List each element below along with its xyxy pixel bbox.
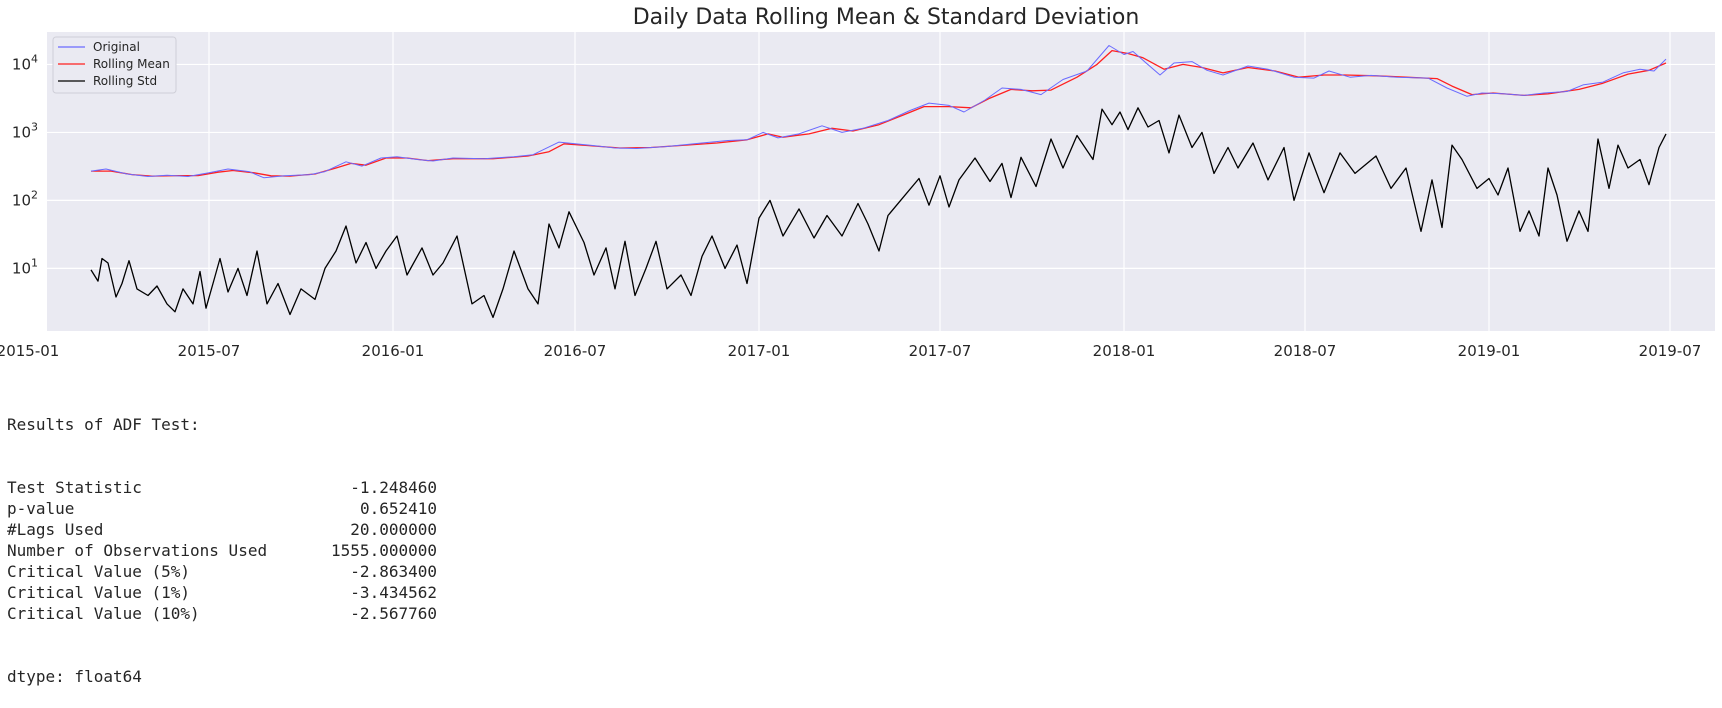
adf-row: p-value 0.652410: [7, 498, 437, 519]
y-tick-label: 102: [12, 188, 38, 209]
series-line-original: [90, 45, 1667, 179]
y-tick-label: 104: [12, 52, 38, 73]
x-tick-label: 2019-01: [1458, 342, 1521, 360]
x-tick-label: 2017-07: [909, 342, 972, 360]
adf-row-label: Number of Observations Used: [7, 541, 268, 560]
adf-row-label: #Lags Used: [7, 520, 104, 539]
legend-label: Original: [93, 40, 140, 54]
adf-row-value: 20.000000: [350, 520, 437, 539]
adf-row: Test Statistic -1.248460: [7, 477, 437, 498]
legend-label: Rolling Mean: [93, 57, 170, 71]
legend-box: [52, 36, 177, 94]
adf-row: Critical Value (1%) -3.434562: [7, 582, 437, 603]
adf-row: #Lags Used 20.000000: [7, 519, 437, 540]
axis-ticks: 2015-01 2015-07 2016-01 2016-07 2017-01 2017-…: [0, 52, 1701, 360]
plot-area: [47, 32, 1715, 331]
adf-rows: Test Statistic -1.248460 p-value 0.652410 #L…: [7, 477, 437, 624]
adf-row-value: 0.652410: [359, 499, 437, 518]
y-tick-label: 103: [12, 120, 38, 141]
adf-row: Number of Observations Used 1555.000000: [7, 540, 437, 561]
adf-row-label: Test Statistic: [7, 478, 142, 497]
series-line-rolling-std: [90, 107, 1667, 319]
x-tick-label: 2016-07: [544, 342, 607, 360]
x-tick-label: 2015-01: [0, 342, 59, 360]
series-layer: [90, 45, 1667, 319]
adf-row-label: Critical Value (5%): [7, 562, 191, 581]
adf-row-value: -3.434562: [350, 583, 437, 602]
x-tick-label: 2018-01: [1093, 342, 1156, 360]
adf-test-output: Results of ADF Test: Test Statistic -1.24…: [7, 372, 437, 708]
adf-row-value: -2.567760: [350, 604, 437, 623]
x-tick-label: 2015-07: [178, 342, 241, 360]
adf-row: Critical Value (5%) -2.863400: [7, 561, 437, 582]
y-tick-label: 101: [12, 256, 38, 277]
x-tick-label: 2017-01: [728, 342, 791, 360]
adf-row-value: -2.863400: [350, 562, 437, 581]
legend-label: Rolling Std: [93, 74, 157, 88]
x-tick-label: 2019-07: [1639, 342, 1702, 360]
adf-row-value: 1555.000000: [331, 541, 437, 560]
adf-row-value: -1.248460: [350, 478, 437, 497]
chart-title: Daily Data Rolling Mean & Standard Devia…: [633, 5, 1140, 30]
adf-dtype: dtype: float64: [7, 667, 142, 686]
adf-header: Results of ADF Test:: [7, 415, 200, 434]
rolling-stats-chart: Daily Data Rolling Mean & Standard Devia…: [0, 5, 1715, 360]
adf-row: Critical Value (10%) -2.567760: [7, 603, 437, 624]
adf-row-label: p-value: [7, 499, 75, 518]
adf-row-label: Critical Value (1%): [7, 583, 191, 602]
adf-row-label: Critical Value (10%): [7, 604, 200, 623]
legend: Original Rolling Mean Rolling Std: [52, 36, 177, 94]
x-tick-label: 2016-01: [362, 342, 425, 360]
x-tick-label: 2018-07: [1274, 342, 1337, 360]
